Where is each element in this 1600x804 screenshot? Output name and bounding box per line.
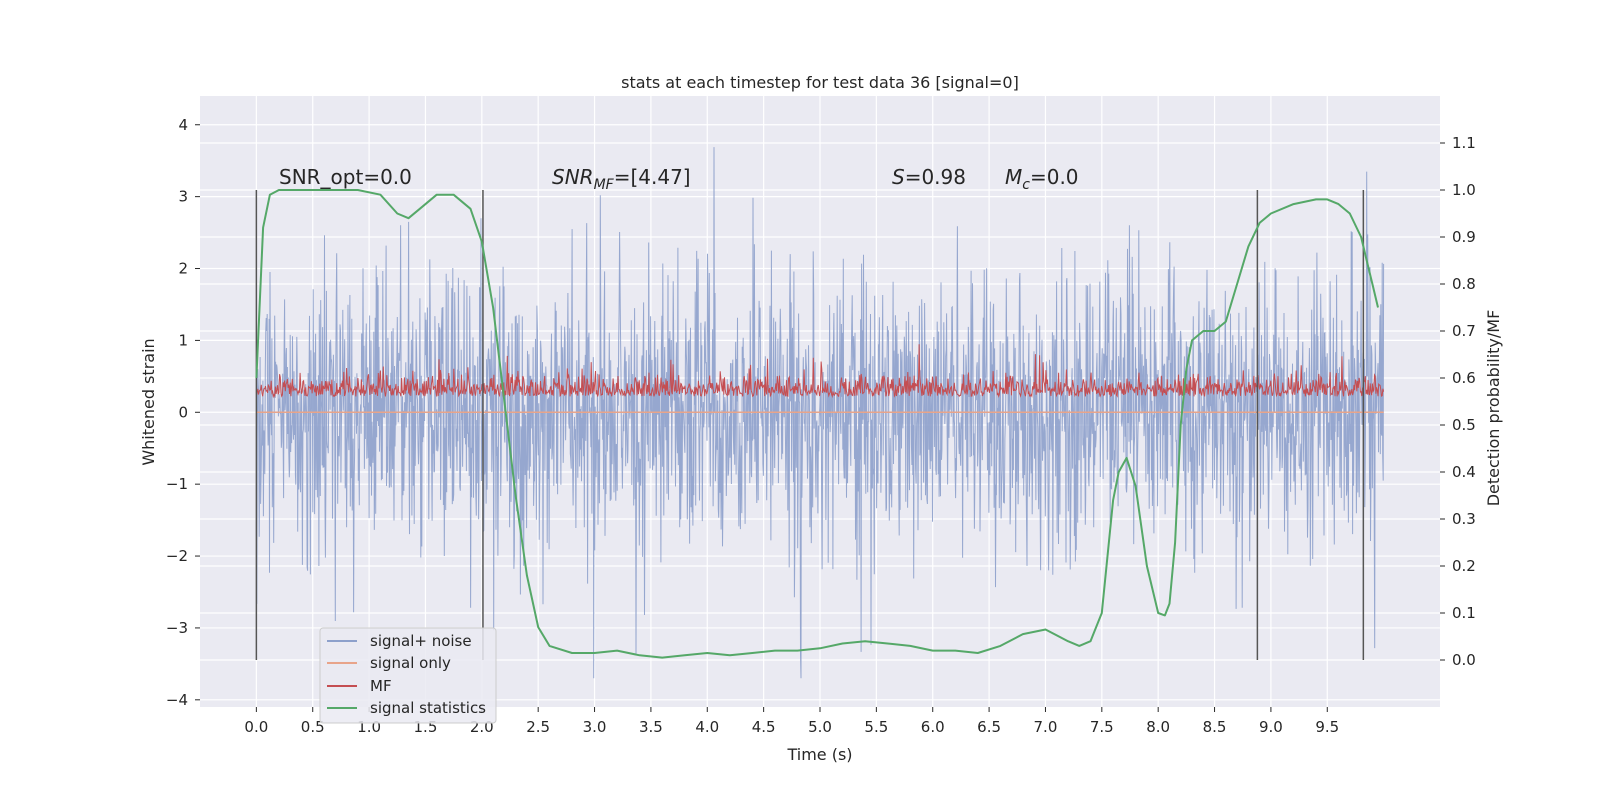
signal-noise-line bbox=[255, 147, 1385, 679]
y2-tick-label-5: 0.6 bbox=[1452, 369, 1476, 387]
y-tick-label-6: −2 bbox=[166, 547, 188, 565]
annotation-s: S=0.98 bbox=[892, 165, 966, 189]
signal-statistics-line bbox=[255, 189, 1379, 659]
y2-tick-label-9: 0.2 bbox=[1452, 557, 1476, 575]
legend-label-signal-statistics: signal statistics bbox=[370, 699, 486, 717]
x-tick-label-15: 7.5 bbox=[1090, 718, 1114, 736]
annotation-mc: Mc=0.0 bbox=[1005, 165, 1079, 193]
series-mf bbox=[255, 344, 1385, 399]
annotation-snr-mf: SNRMF=[4.47] bbox=[552, 165, 691, 193]
y2-tick-label-6: 0.5 bbox=[1452, 416, 1476, 434]
x-axis-ticks: 0.0 0.5 1.0 1.5 2.0 2.5 3.0 3.5 4.0 4.5 5.0 5.5 6.0 6… bbox=[244, 707, 1339, 736]
x-tick-label-1: 0.5 bbox=[301, 718, 325, 736]
y2-tick-label-8: 0.3 bbox=[1452, 510, 1476, 528]
y-tick-label-8: −4 bbox=[166, 691, 188, 709]
y2-tick-label-11: 0.0 bbox=[1452, 651, 1476, 669]
x-tick-label-6: 3.0 bbox=[583, 718, 607, 736]
mf-line bbox=[255, 344, 1385, 399]
y2-tick-label-7: 0.4 bbox=[1452, 463, 1476, 481]
y-axis-label: Whitened strain bbox=[139, 338, 158, 465]
y-tick-label-3: 1 bbox=[178, 331, 188, 349]
y-tick-label-1: 3 bbox=[178, 188, 188, 206]
y2-axis-ticks: 1.1 1.0 0.9 0.8 0.7 0.6 0.5 0.4 0.3 0.2 0.1 0.0 bbox=[1440, 134, 1476, 669]
annotation-snr-mf-sub: MF bbox=[594, 177, 615, 193]
y2-tick-label-1: 1.0 bbox=[1452, 181, 1476, 199]
y-tick-label-0: 4 bbox=[178, 116, 188, 134]
y-tick-label-5: −1 bbox=[166, 475, 188, 493]
y-axis-ticks: 4 3 2 1 0 −1 −2 −3 −4 bbox=[166, 116, 200, 709]
x-tick-label-10: 5.0 bbox=[808, 718, 832, 736]
x-tick-label-8: 4.0 bbox=[695, 718, 719, 736]
series-signal-noise bbox=[255, 147, 1385, 679]
y-tick-label-4: 0 bbox=[178, 403, 188, 421]
y-tick-label-7: −3 bbox=[166, 619, 188, 637]
x-tick-label-7: 3.5 bbox=[639, 718, 663, 736]
y2-tick-label-4: 0.7 bbox=[1452, 322, 1476, 340]
legend-box bbox=[319, 627, 497, 724]
y2-tick-label-2: 0.9 bbox=[1452, 228, 1476, 246]
legend-label-mf: MF bbox=[370, 677, 392, 695]
y2-tick-label-10: 0.1 bbox=[1452, 604, 1476, 622]
legend-label-signal-noise: signal+ noise bbox=[370, 632, 472, 650]
annotation-snr-mf-main: SNR bbox=[552, 165, 594, 189]
y2-axis-label: Detection probability/MF bbox=[1484, 310, 1503, 507]
x-tick-label-11: 5.5 bbox=[864, 718, 888, 736]
y-tick-label-2: 2 bbox=[178, 260, 188, 278]
x-tick-label-19: 9.5 bbox=[1315, 718, 1339, 736]
y2-tick-label-0: 1.1 bbox=[1452, 134, 1476, 152]
annotation-s-main: S bbox=[892, 165, 905, 189]
y2-tick-label-3: 0.8 bbox=[1452, 275, 1476, 293]
x-tick-label-18: 9.0 bbox=[1259, 718, 1283, 736]
chart-title: stats at each timestep for test data 36 … bbox=[621, 73, 1019, 92]
legend-label-signal-only: signal only bbox=[370, 654, 451, 672]
legend: signal+ noise signal only MF signal stat… bbox=[319, 627, 497, 724]
annotation-s-value: =0.98 bbox=[905, 165, 966, 189]
annotation-mc-value: =0.0 bbox=[1030, 165, 1079, 189]
vertical-markers bbox=[255, 190, 1365, 660]
x-tick-label-12: 6.0 bbox=[921, 718, 945, 736]
x-tick-label-13: 6.5 bbox=[977, 718, 1001, 736]
annotation-mc-main: M bbox=[1005, 165, 1022, 189]
x-tick-label-17: 8.5 bbox=[1203, 718, 1227, 736]
x-axis-label: Time (s) bbox=[786, 745, 852, 764]
annotation-snr-mf-value: =[4.47] bbox=[614, 165, 691, 189]
x-tick-label-5: 2.5 bbox=[526, 718, 550, 736]
annotation-snr-opt: SNR_opt=0.0 bbox=[279, 165, 412, 189]
x-tick-label-14: 7.0 bbox=[1034, 718, 1058, 736]
x-tick-label-9: 4.5 bbox=[752, 718, 776, 736]
annotation-mc-sub: c bbox=[1022, 177, 1030, 193]
x-tick-label-16: 8.0 bbox=[1146, 718, 1170, 736]
series-signal-statistics bbox=[255, 189, 1379, 659]
x-tick-label-0: 0.0 bbox=[244, 718, 268, 736]
